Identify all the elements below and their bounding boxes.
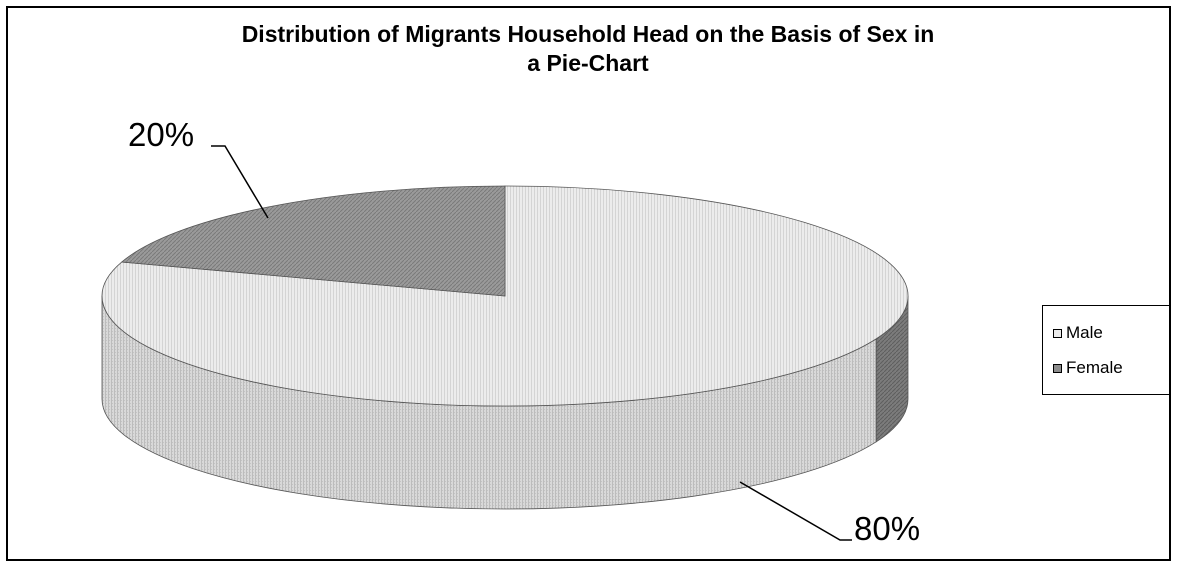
legend-swatch-male xyxy=(1053,328,1062,338)
leader-line-male xyxy=(739,481,852,541)
legend-item-male: Male xyxy=(1053,323,1103,343)
legend-item-female: Female xyxy=(1053,358,1123,378)
pie-slice-female xyxy=(120,185,506,297)
legend-swatch-female xyxy=(1053,363,1062,373)
leader-line-female xyxy=(211,145,269,219)
data-label-female: 20% xyxy=(128,116,194,153)
legend-label-male: Male xyxy=(1066,323,1103,342)
legend: Male Female xyxy=(1042,305,1170,395)
legend-label-female: Female xyxy=(1066,358,1123,377)
data-label-male: 80% xyxy=(854,510,920,547)
chart-title: Distribution of Migrants Household Head … xyxy=(241,21,935,76)
